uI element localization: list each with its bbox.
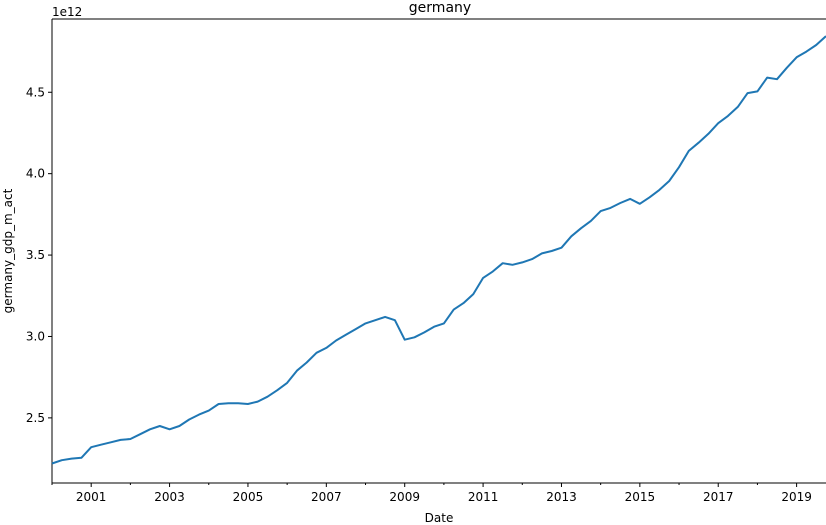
chart-title: germany <box>409 0 471 16</box>
y-axis-offset-label: 1e12 <box>52 5 82 19</box>
x-axis-ticks: 2001 2003 2005 2007 2009 2011 2013 2015 2017 2019 <box>51 483 812 504</box>
x-tick-label: 2015 <box>625 490 656 504</box>
x-axis-label: Date <box>425 511 454 525</box>
x-tick-label: 2009 <box>389 490 420 504</box>
x-tick-label: 2001 <box>76 490 107 504</box>
x-tick-label: 2011 <box>468 490 499 504</box>
x-tick-label: 2005 <box>233 490 264 504</box>
y-tick-label: 4.0 <box>26 167 45 181</box>
x-tick-label: 2013 <box>546 490 577 504</box>
y-tick-label: 4.5 <box>26 85 45 99</box>
y-tick-label: 3.0 <box>26 329 45 343</box>
x-tick-label: 2019 <box>781 490 812 504</box>
x-tick-label: 2017 <box>703 490 734 504</box>
x-tick-label: 2003 <box>154 490 185 504</box>
y-axis-label: germany_gdp_m_act <box>1 188 15 313</box>
plot-area <box>51 18 826 484</box>
y-tick-label: 2.5 <box>26 411 45 425</box>
series-line <box>51 35 826 465</box>
x-tick-label: 2007 <box>311 490 342 504</box>
y-axis-ticks: 2.5 3.0 3.5 4.0 4.5 <box>26 85 52 425</box>
y-tick-label: 3.5 <box>26 248 45 262</box>
